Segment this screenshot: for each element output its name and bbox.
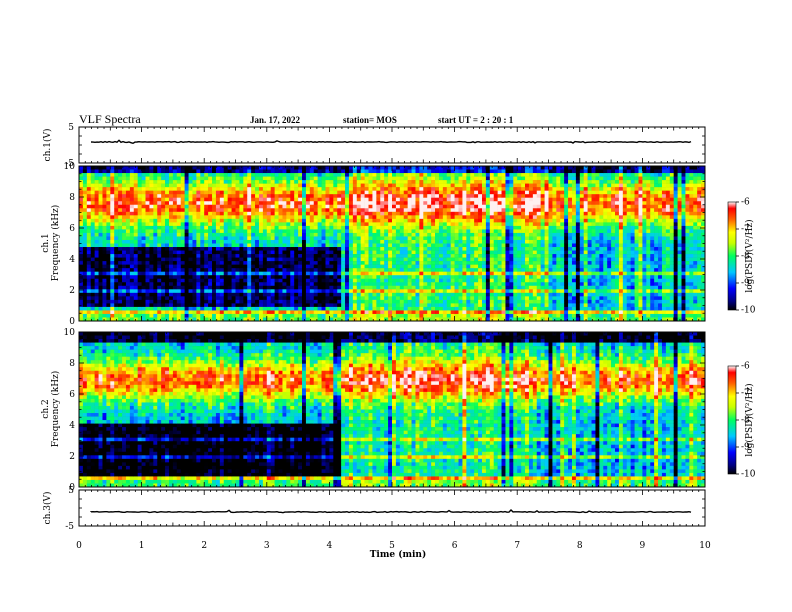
voltage-tick-label: -5	[65, 522, 74, 532]
ch3-voltage-ylabel: ch.3(V)	[42, 492, 53, 525]
colorbar-tick-label: -9	[741, 443, 750, 453]
ch1-voltage-waveform	[90, 139, 692, 145]
ch1-colorbar: -6 -7 -8 -9 -10 log(PSD)(V²/Hz)	[727, 198, 756, 316]
colorbar-tick-label: -10	[741, 470, 756, 480]
x-tick-label: 9	[640, 541, 646, 551]
ch2-frequency-ylabel: Frequency (kHz)	[50, 371, 61, 448]
y-tick-label: 8	[69, 193, 75, 203]
figure-title: VLF Spectra	[79, 112, 141, 126]
ch3-voltage-panel	[78, 489, 706, 527]
y-tick-label: 10	[64, 162, 76, 172]
ch2-colorbar-label: log(PSD)(V²/Hz)	[744, 383, 755, 456]
colorbar-tick-label: -7	[741, 389, 750, 399]
voltage-tick-label: 5	[68, 123, 74, 133]
y-tick-label: 0	[69, 483, 75, 493]
x-tick-label: 0	[76, 541, 82, 551]
colorbar-tick-label: -7	[741, 225, 750, 235]
colorbar-tick-label: -8	[741, 416, 750, 426]
colorbar-tick-label: -9	[741, 279, 750, 289]
colorbar-tick-label: -8	[741, 252, 750, 262]
ch1-frequency-ylabel: Frequency (kHz)	[50, 205, 61, 282]
y-tick-label: 2	[69, 452, 75, 462]
y-tick-label: 6	[69, 390, 75, 400]
colorbar-tick-label: -6	[741, 198, 750, 208]
y-tick-label: 4	[69, 255, 75, 265]
ch1-voltage-ylabel: ch.1(V)	[42, 129, 53, 162]
ch1-voltage-panel	[78, 126, 706, 164]
x-tick-label: 7	[514, 541, 520, 551]
ch1-colorbar-label: log(PSD)(V²/Hz)	[744, 219, 755, 292]
x-tick-label: 2	[201, 541, 207, 551]
x-tick-label: 3	[264, 541, 270, 551]
colorbar-tick-label: -10	[741, 306, 756, 316]
x-tick-label: 6	[452, 541, 458, 551]
ch2-channel-label: ch.2	[41, 399, 51, 418]
voltage-tick-label: -5	[65, 159, 74, 169]
voltage-tick-label: 5	[68, 486, 74, 496]
header-date: Jan. 17, 2022	[250, 115, 301, 125]
y-tick-label: 0	[69, 317, 75, 327]
x-tick-label: 4	[327, 541, 333, 551]
y-tick-label: 2	[69, 286, 75, 296]
ch3-voltage-waveform	[90, 509, 692, 514]
ch2-spectrogram	[79, 332, 706, 488]
ch1-channel-label: ch.1	[41, 233, 51, 252]
ch2-colorbar: -6 -7 -8 -9 -10 log(PSD)(V²/Hz)	[727, 362, 756, 480]
y-tick-label: 4	[69, 421, 75, 431]
header-start-time: start UT = 2 : 20 : 1	[438, 115, 514, 125]
x-tick-label: 8	[577, 541, 583, 551]
y-tick-label: 6	[69, 224, 75, 234]
x-tick-label: 5	[389, 541, 395, 551]
y-tick-label: 10	[64, 328, 76, 338]
colorbar-tick-label: -6	[741, 362, 750, 372]
ch1-spectrogram	[79, 166, 706, 322]
x-tick-label: 1	[139, 541, 145, 551]
x-axis-label: Time (min)	[370, 549, 427, 560]
header-station: station= MOS	[343, 115, 397, 125]
x-tick-label: 10	[699, 541, 711, 551]
y-tick-label: 8	[69, 359, 75, 369]
